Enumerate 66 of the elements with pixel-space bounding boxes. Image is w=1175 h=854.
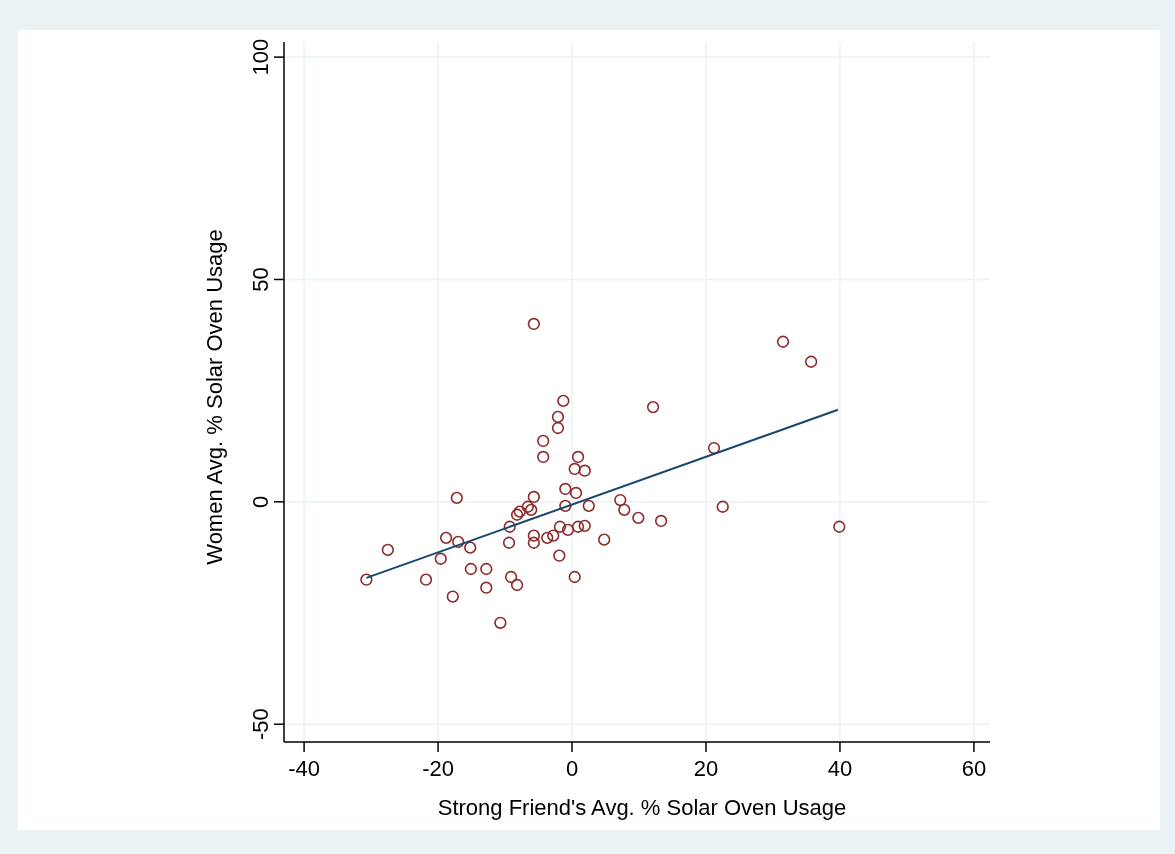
point <box>480 562 493 576</box>
point <box>504 570 518 584</box>
point <box>553 520 567 533</box>
point <box>541 531 554 545</box>
point <box>776 335 790 348</box>
point <box>553 549 566 562</box>
point <box>557 394 570 408</box>
point <box>707 441 721 455</box>
point <box>434 552 447 565</box>
point <box>582 499 595 512</box>
point <box>571 520 585 533</box>
point <box>569 486 583 500</box>
point <box>614 493 627 507</box>
x-tick-label: 60 <box>961 756 987 781</box>
point <box>360 573 373 586</box>
point <box>805 355 818 368</box>
point <box>716 500 729 513</box>
point <box>439 531 453 545</box>
x-tick-label: 0 <box>565 756 579 781</box>
point <box>452 535 465 549</box>
point <box>527 536 540 549</box>
y-tick-label: 0 <box>248 495 273 508</box>
point <box>521 500 534 513</box>
point <box>559 499 572 512</box>
x-tick-label: 20 <box>693 756 719 781</box>
point <box>419 573 433 586</box>
point <box>480 581 493 594</box>
point <box>527 317 540 331</box>
point <box>578 464 591 477</box>
point <box>502 536 516 549</box>
point <box>551 421 565 435</box>
point <box>464 541 477 554</box>
point <box>654 514 668 528</box>
point <box>446 590 459 603</box>
point <box>527 529 540 542</box>
point <box>494 616 507 629</box>
point <box>559 482 572 496</box>
point <box>618 503 631 516</box>
point <box>632 511 645 524</box>
point <box>537 434 550 448</box>
point <box>503 520 516 533</box>
y-axis-title: Women Avg. % Solar Oven Usage <box>202 229 227 565</box>
point <box>568 462 581 476</box>
point <box>464 562 478 576</box>
point <box>561 523 575 537</box>
point <box>525 503 538 516</box>
point <box>598 533 611 546</box>
point <box>537 450 550 464</box>
point <box>646 400 660 414</box>
point <box>381 543 394 557</box>
point <box>571 450 585 464</box>
x-tick-label: -40 <box>288 756 320 781</box>
point <box>833 520 846 533</box>
x-axis-title: Strong Friend's Avg. % Solar Oven Usage <box>437 795 847 820</box>
point <box>527 490 540 504</box>
point <box>551 410 565 424</box>
point <box>450 491 463 504</box>
point <box>578 519 591 532</box>
x-tick-label: 40 <box>827 756 853 781</box>
y-tick-label: 50 <box>248 267 273 292</box>
point <box>547 529 560 542</box>
point <box>568 570 581 584</box>
x-tick-label: -20 <box>422 756 454 781</box>
point <box>510 578 524 592</box>
y-tick-label: 100 <box>248 38 273 76</box>
y-tick-label: -50 <box>248 708 273 741</box>
